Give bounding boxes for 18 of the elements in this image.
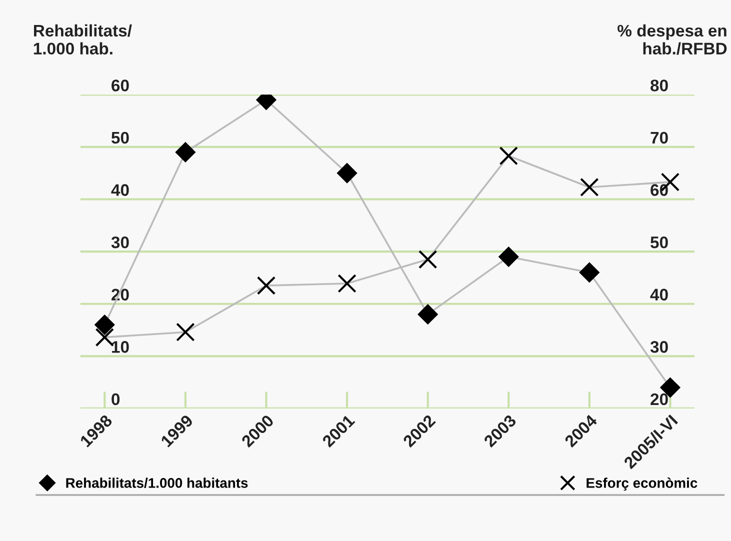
y-tick-label: 20 bbox=[112, 288, 129, 301]
y-tick-label: 30 bbox=[111, 236, 129, 248]
y-axis-title: Rehabilitats/ 1.000 hab. bbox=[34, 24, 132, 55]
y-tick-label: 60 bbox=[112, 80, 129, 92]
y2-axis-title: % despesa en hab./RFBD bbox=[618, 24, 727, 55]
y2-tick-label: 80 bbox=[650, 80, 668, 92]
y2-tick-label: 70 bbox=[650, 132, 668, 144]
y-tick-label: 10 bbox=[112, 341, 129, 353]
y2-tick-label: 50 bbox=[650, 236, 668, 248]
y2-tick-label: 20 bbox=[650, 393, 668, 406]
y-tick-label: 50 bbox=[111, 132, 129, 144]
legend-label: Esforç econòmic bbox=[586, 478, 698, 491]
y2-tick-label: 30 bbox=[650, 341, 668, 353]
y-tick-label: 0 bbox=[112, 393, 120, 406]
y2-tick-label: 60 bbox=[650, 184, 668, 196]
y2-tick-label: 40 bbox=[650, 288, 668, 301]
legend-label: Rehabilitats/1.000 habitants bbox=[66, 478, 248, 488]
y-tick-label: 40 bbox=[111, 184, 129, 196]
